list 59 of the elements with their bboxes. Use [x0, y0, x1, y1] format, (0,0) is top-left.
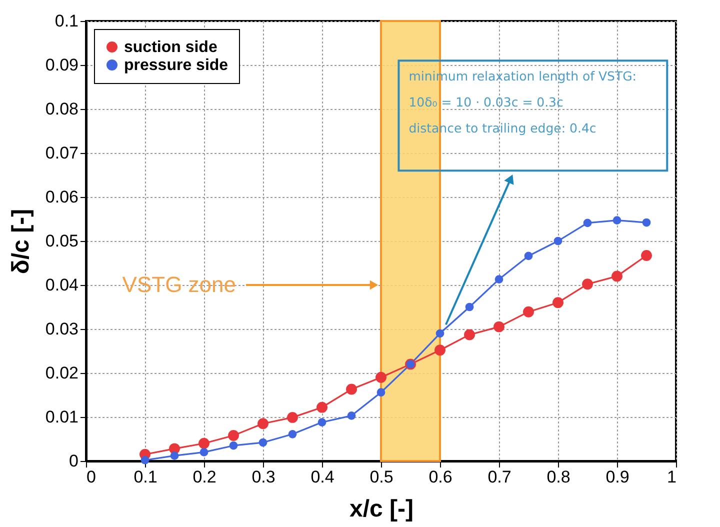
point — [198, 438, 210, 449]
point — [287, 412, 298, 423]
y-tick-label: 0.01 — [45, 408, 78, 426]
point — [346, 384, 357, 395]
point — [229, 441, 238, 450]
point — [170, 452, 179, 460]
point — [464, 329, 475, 340]
x-tick-label: 0.3 — [252, 468, 276, 486]
point — [318, 418, 326, 426]
y-tick-label: 0.05 — [45, 232, 78, 250]
y-tick-label: 0.02 — [45, 364, 78, 382]
point — [434, 344, 446, 356]
point — [583, 218, 592, 228]
point — [228, 430, 239, 441]
point — [376, 388, 386, 397]
point — [552, 297, 564, 308]
point — [376, 372, 386, 383]
point — [524, 252, 533, 260]
point — [140, 456, 150, 464]
point — [288, 430, 297, 438]
point — [642, 218, 651, 227]
point — [258, 418, 268, 430]
y-tick-label: 0.06 — [45, 188, 78, 206]
y-tick-label: 0.1 — [54, 12, 78, 30]
point — [494, 321, 504, 332]
point — [436, 329, 444, 338]
point — [582, 278, 593, 290]
x-tick-label: 0.7 — [488, 468, 512, 486]
band-label: VSTG zone — [122, 272, 236, 297]
x-tick-label: 0 — [86, 468, 96, 486]
y-tick-label: 0.04 — [45, 276, 78, 294]
legend-label: pressure side — [124, 57, 228, 74]
y-tick-label: 0.09 — [45, 56, 78, 74]
x-tick-label: 0.6 — [428, 468, 452, 486]
x-tick-label: 0.4 — [310, 468, 334, 486]
y-tick-label: 0 — [69, 452, 78, 470]
point — [612, 270, 622, 282]
point — [316, 402, 328, 413]
point — [554, 236, 562, 246]
point — [200, 448, 208, 456]
y-axis-title: δ/c [-] — [7, 208, 34, 274]
point — [258, 438, 268, 447]
y-tick-label: 0.03 — [45, 320, 78, 338]
legend-label: suction side — [124, 39, 218, 56]
x-tick-label: 1 — [667, 468, 676, 486]
x-tick-label: 0.9 — [606, 468, 630, 486]
point — [641, 250, 652, 261]
x-axis-title: x/c [-] — [349, 496, 414, 522]
x-tick-label: 0.2 — [192, 468, 216, 486]
point — [523, 306, 534, 318]
point — [347, 412, 356, 420]
x-tick-label: 0.5 — [370, 468, 394, 486]
point — [494, 275, 504, 284]
x-tick-label: 0.1 — [134, 468, 158, 486]
y-tick-label: 0.07 — [45, 144, 78, 162]
y-tick-label: 0.08 — [45, 100, 78, 118]
point — [612, 216, 622, 224]
point — [465, 302, 474, 312]
x-tick-label: 0.8 — [546, 468, 570, 486]
